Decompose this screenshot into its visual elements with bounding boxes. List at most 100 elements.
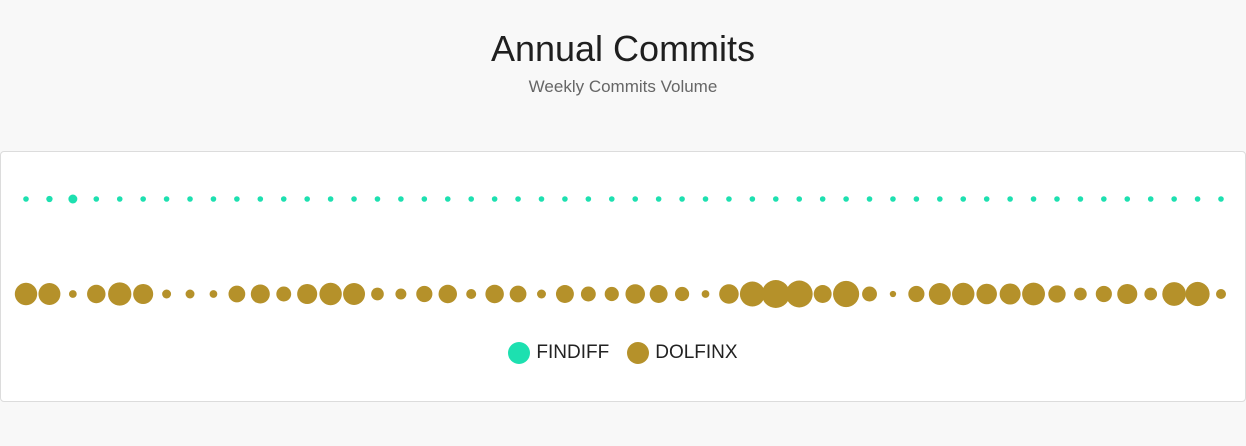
bubble-dolfinx-week-26[interactable]: [604, 286, 619, 302]
bubble-dolfinx-week-9[interactable]: [209, 290, 218, 298]
bubble-dolfinx-week-39[interactable]: [908, 285, 925, 303]
bubble-dolfinx-week-29[interactable]: [674, 286, 690, 302]
bubble-findiff-week-43[interactable]: [1007, 196, 1013, 202]
bubble-findiff-week-20[interactable]: [468, 196, 475, 202]
bubble-findiff-week-45[interactable]: [1054, 196, 1060, 202]
bubble-findiff-week-18[interactable]: [421, 196, 428, 202]
bubble-findiff-week-41[interactable]: [960, 196, 967, 202]
bubble-findiff-week-5[interactable]: [116, 196, 123, 202]
bubble-findiff-week-22[interactable]: [515, 196, 521, 202]
bubble-findiff-week-50[interactable]: [1171, 196, 1177, 202]
bubble-dolfinx-week-38[interactable]: [889, 290, 897, 298]
bubble-findiff-week-8[interactable]: [187, 196, 193, 202]
bubble-findiff-week-10[interactable]: [234, 196, 240, 202]
bubble-findiff-week-39[interactable]: [913, 196, 920, 202]
bubble-findiff-week-28[interactable]: [655, 196, 662, 202]
bubble-findiff-week-38[interactable]: [890, 196, 896, 202]
bubble-findiff-week-1[interactable]: [23, 196, 29, 202]
bubble-dolfinx-week-45[interactable]: [1048, 285, 1066, 303]
bubble-dolfinx-week-3[interactable]: [68, 290, 77, 298]
bubble-dolfinx-week-25[interactable]: [580, 286, 596, 302]
bubble-dolfinx-week-43[interactable]: [999, 283, 1021, 305]
bubble-findiff-week-31[interactable]: [726, 196, 732, 202]
bubble-findiff-week-23[interactable]: [538, 196, 545, 202]
bubble-findiff-week-2[interactable]: [46, 195, 53, 203]
bubble-dolfinx-week-31[interactable]: [719, 284, 739, 304]
bubble-dolfinx-week-7[interactable]: [162, 289, 172, 299]
bubble-findiff-week-49[interactable]: [1147, 196, 1154, 202]
bubble-dolfinx-week-36[interactable]: [833, 280, 860, 308]
bubble-findiff-week-32[interactable]: [749, 196, 756, 202]
legend-item-findiff[interactable]: FINDIFF: [508, 342, 609, 364]
bubble-findiff-week-17[interactable]: [398, 196, 404, 202]
bubble-dolfinx-week-12[interactable]: [276, 286, 292, 302]
bubble-dolfinx-week-2[interactable]: [38, 283, 61, 305]
bubble-dolfinx-week-14[interactable]: [319, 282, 342, 306]
bubble-dolfinx-week-18[interactable]: [416, 285, 433, 303]
bubble-dolfinx-week-51[interactable]: [1185, 281, 1210, 307]
bubble-dolfinx-week-46[interactable]: [1074, 287, 1087, 301]
bubble-dolfinx-week-19[interactable]: [438, 284, 458, 304]
bubble-findiff-week-13[interactable]: [304, 196, 310, 202]
bubble-findiff-week-6[interactable]: [140, 196, 146, 202]
bubble-dolfinx-week-13[interactable]: [297, 283, 318, 305]
bubble-findiff-week-52[interactable]: [1218, 196, 1224, 202]
bubble-findiff-week-46[interactable]: [1077, 196, 1084, 202]
bubble-dolfinx-week-34[interactable]: [785, 280, 813, 308]
bubble-dolfinx-week-5[interactable]: [108, 282, 132, 306]
bubble-dolfinx-week-49[interactable]: [1144, 287, 1158, 301]
bubble-findiff-week-21[interactable]: [491, 196, 498, 202]
bubble-dolfinx-week-15[interactable]: [343, 283, 366, 305]
bubble-dolfinx-week-10[interactable]: [228, 285, 246, 303]
bubble-dolfinx-week-32[interactable]: [739, 281, 765, 307]
bubble-findiff-week-16[interactable]: [374, 196, 381, 202]
bubble-dolfinx-week-21[interactable]: [485, 284, 504, 304]
bubble-findiff-week-26[interactable]: [608, 196, 615, 202]
bubble-dolfinx-week-11[interactable]: [250, 284, 270, 304]
bubble-findiff-week-24[interactable]: [562, 196, 568, 202]
bubble-dolfinx-week-6[interactable]: [133, 283, 154, 305]
bubble-findiff-week-3[interactable]: [68, 194, 78, 204]
bubble-dolfinx-week-4[interactable]: [87, 284, 106, 304]
bubble-dolfinx-week-28[interactable]: [649, 285, 668, 303]
bubble-findiff-week-30[interactable]: [702, 196, 709, 202]
bubble-findiff-week-40[interactable]: [937, 196, 943, 202]
bubble-findiff-week-25[interactable]: [585, 196, 592, 202]
bubble-findiff-week-37[interactable]: [866, 196, 873, 202]
bubble-dolfinx-week-44[interactable]: [1022, 282, 1045, 306]
bubble-dolfinx-week-35[interactable]: [813, 285, 832, 303]
bubble-dolfinx-week-27[interactable]: [625, 284, 645, 304]
bubble-dolfinx-week-40[interactable]: [928, 283, 951, 305]
bubble-findiff-week-7[interactable]: [163, 196, 170, 202]
bubble-findiff-week-44[interactable]: [1030, 196, 1037, 202]
bubble-dolfinx-week-52[interactable]: [1215, 288, 1227, 300]
bubble-findiff-week-19[interactable]: [444, 196, 451, 202]
bubble-dolfinx-week-16[interactable]: [371, 287, 384, 301]
bubble-dolfinx-week-24[interactable]: [555, 285, 574, 303]
bubble-dolfinx-week-23[interactable]: [537, 289, 546, 299]
bubble-dolfinx-week-17[interactable]: [395, 288, 407, 300]
bubble-findiff-week-36[interactable]: [843, 196, 849, 202]
bubble-findiff-week-51[interactable]: [1194, 196, 1201, 202]
bubble-findiff-week-42[interactable]: [983, 196, 990, 202]
bubble-dolfinx-week-37[interactable]: [862, 286, 877, 302]
bubble-findiff-week-48[interactable]: [1124, 196, 1131, 202]
bubble-dolfinx-week-8[interactable]: [185, 289, 195, 299]
bubble-dolfinx-week-41[interactable]: [952, 282, 975, 306]
bubble-findiff-week-29[interactable]: [679, 196, 685, 202]
bubble-findiff-week-12[interactable]: [280, 196, 287, 202]
bubble-findiff-week-15[interactable]: [351, 196, 357, 202]
bubble-dolfinx-week-1[interactable]: [14, 282, 38, 306]
bubble-findiff-week-27[interactable]: [632, 196, 639, 202]
bubble-findiff-week-35[interactable]: [819, 196, 826, 202]
bubble-findiff-week-34[interactable]: [796, 196, 803, 202]
bubble-dolfinx-week-47[interactable]: [1095, 285, 1112, 303]
bubble-dolfinx-week-20[interactable]: [466, 288, 477, 300]
bubble-findiff-week-14[interactable]: [327, 196, 334, 202]
bubble-dolfinx-week-48[interactable]: [1117, 283, 1138, 305]
bubble-dolfinx-week-50[interactable]: [1162, 282, 1186, 306]
bubble-findiff-week-4[interactable]: [93, 196, 100, 202]
legend-item-dolfinx[interactable]: DOLFINX: [627, 342, 738, 364]
bubble-findiff-week-33[interactable]: [773, 196, 779, 202]
bubble-dolfinx-week-22[interactable]: [509, 285, 527, 303]
